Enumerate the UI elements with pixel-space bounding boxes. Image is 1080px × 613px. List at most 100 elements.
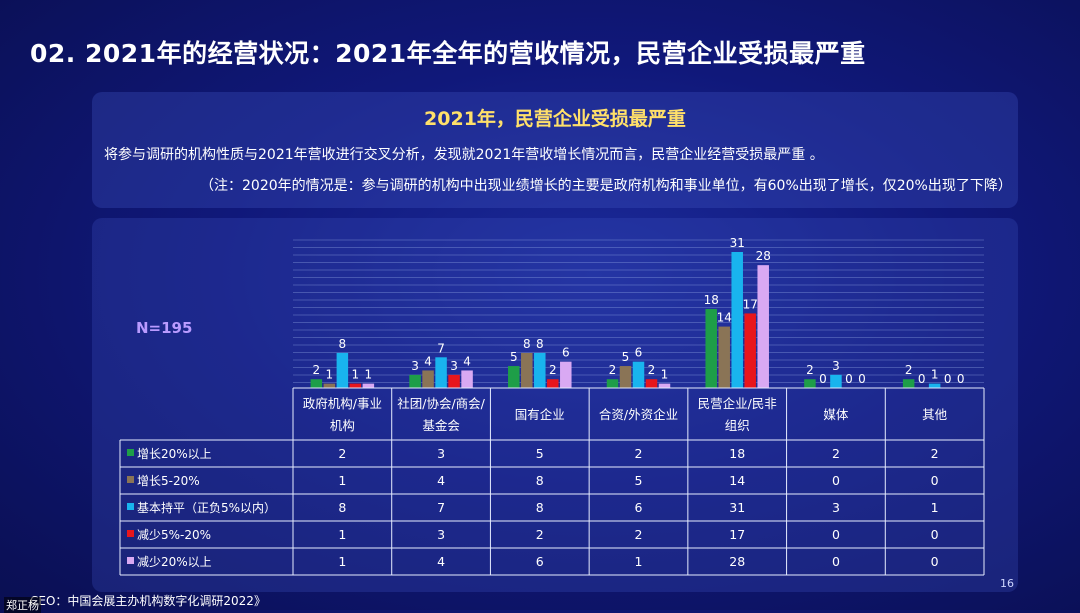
legend-swatch <box>127 503 134 510</box>
bar-value-label: 8 <box>523 337 531 351</box>
info-line1: 将参与调研的机构性质与2021年营收进行交叉分析，发现就2021年营收增长情况而… <box>104 147 824 163</box>
bar <box>606 379 619 388</box>
bar-value-label: 0 <box>819 372 827 386</box>
bar-value-label: 2 <box>313 363 321 377</box>
bar <box>718 326 730 388</box>
bar-value-label: 0 <box>957 372 965 386</box>
page-number: 16 <box>1000 577 1014 590</box>
bar <box>409 374 421 388</box>
table-cell: 14 <box>729 473 745 488</box>
bar <box>928 383 941 388</box>
table-cell: 5 <box>536 446 544 461</box>
bar-value-label: 2 <box>806 363 814 377</box>
category-label: 合资/外资企业 <box>599 407 678 422</box>
category-label: 国有企业 <box>515 407 565 422</box>
legend-label: 减少5%-20% <box>137 528 211 542</box>
bar <box>658 383 671 388</box>
table-cell: 0 <box>931 527 939 542</box>
bar <box>310 379 323 388</box>
category-label: 机构 <box>330 418 355 433</box>
bar-value-label: 1 <box>931 368 939 382</box>
info-box: 2021年，民营企业受损最严重 将参与调研的机构性质与2021年营收进行交叉分析… <box>92 92 1018 208</box>
bar-value-label: 1 <box>352 368 360 382</box>
category-label: 其他 <box>922 407 948 422</box>
table-cell: 2 <box>832 446 840 461</box>
table-cell: 2 <box>931 446 939 461</box>
legend-label: 减少20%以上 <box>137 555 212 569</box>
table-cell: 28 <box>729 554 745 569</box>
bar-value-label: 5 <box>510 350 518 364</box>
bar <box>521 352 533 388</box>
bar <box>349 383 362 388</box>
bar-value-label: 8 <box>536 337 544 351</box>
table-cell: 7 <box>437 500 445 515</box>
category-label: 基金会 <box>422 418 460 433</box>
legend-swatch <box>127 557 134 564</box>
table-cell: 2 <box>635 446 643 461</box>
bar-value-label: 17 <box>743 297 758 311</box>
bar <box>804 379 816 388</box>
legend-swatch <box>127 476 134 483</box>
table-cell: 0 <box>832 554 840 569</box>
table-cell: 2 <box>338 446 346 461</box>
table-cell: 8 <box>338 500 346 515</box>
bar-value-label: 1 <box>365 368 373 382</box>
bar-value-label: 3 <box>411 359 419 373</box>
bar-value-label: 3 <box>832 359 840 373</box>
table-cell: 1 <box>338 527 346 542</box>
bar-value-label: 1 <box>661 368 669 382</box>
table-cell: 31 <box>729 500 745 515</box>
bar-value-label: 5 <box>622 350 630 364</box>
bar <box>323 383 336 388</box>
table-cell: 18 <box>729 446 745 461</box>
bar <box>731 252 743 388</box>
info-line2: （注：2020年的情况是：参与调研的机构中出现业绩增长的主要是政府机构和事业单位… <box>200 178 1012 194</box>
bar-value-label: 2 <box>549 363 557 377</box>
bar <box>435 357 447 388</box>
table-cell: 6 <box>635 500 643 515</box>
legend-label: 增长20%以上 <box>137 447 212 461</box>
table-cell: 0 <box>931 473 939 488</box>
bar <box>422 370 434 388</box>
table-cell: 0 <box>832 527 840 542</box>
bar-value-label: 2 <box>648 363 656 377</box>
sample-size-label: N=195 <box>136 319 193 337</box>
legend-swatch <box>127 530 134 537</box>
bar <box>902 379 915 388</box>
bar-value-label: 2 <box>609 363 617 377</box>
bar <box>461 370 473 388</box>
bar-value-label: 2 <box>905 363 913 377</box>
bar-value-label: 28 <box>756 249 771 263</box>
table-cell: 8 <box>536 500 544 515</box>
chart-box <box>92 218 1018 592</box>
bar <box>705 309 717 388</box>
bar-value-label: 0 <box>858 372 866 386</box>
bar <box>830 374 842 388</box>
bar-value-label: 0 <box>944 372 952 386</box>
category-label: 民营企业/民非 <box>698 396 777 411</box>
bar-value-label: 4 <box>424 354 432 368</box>
table-cell: 1 <box>338 473 346 488</box>
bar-value-label: 31 <box>730 236 745 250</box>
table-cell: 17 <box>729 527 745 542</box>
table-cell: 3 <box>832 500 840 515</box>
table-cell: 8 <box>536 473 544 488</box>
table-cell: 5 <box>635 473 643 488</box>
legend-label: 增长5-20% <box>137 474 200 488</box>
category-label: 组织 <box>725 418 750 433</box>
watermark: 郑正杨 <box>4 597 41 613</box>
table-cell: 6 <box>536 554 544 569</box>
bar <box>336 352 349 388</box>
legend-label: 基本持平（正负5%以内） <box>137 500 276 515</box>
bar <box>547 379 559 388</box>
legend-swatch <box>127 449 134 456</box>
category-label: 媒体 <box>823 407 849 422</box>
table-cell: 2 <box>635 527 643 542</box>
bar-value-label: 0 <box>845 372 853 386</box>
info-heading: 2021年，民营企业受损最严重 <box>424 108 686 130</box>
bar <box>757 265 769 388</box>
table-cell: 0 <box>832 473 840 488</box>
bar-value-label: 1 <box>326 368 334 382</box>
page-title: 02. 2021年的经营状况：2021年全年的营收情况，民营企业受损最严重 <box>30 39 866 68</box>
